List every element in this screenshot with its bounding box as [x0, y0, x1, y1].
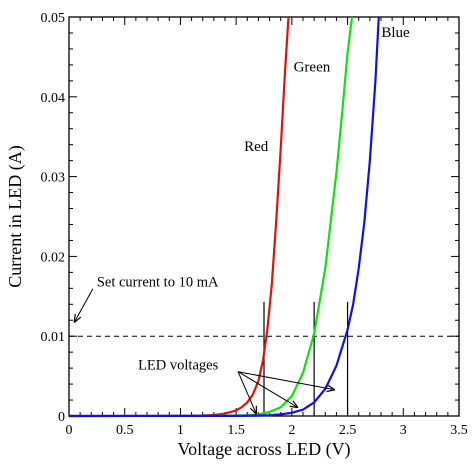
axis-tick-labels: 0 0.5 1 1.5 2 2.5 3 3.5 0 0.01 0.02 0.03 0.04 0.05 [41, 11, 468, 438]
series-line-green [68, 16, 354, 418]
series-layer [68, 16, 380, 418]
series-line-red [68, 16, 290, 418]
x-tick-label: 2 [288, 423, 295, 438]
annotation-led-voltages: LED voltages [138, 358, 218, 374]
x-tick-label: 0.5 [116, 423, 134, 438]
y-tick-label: 0.05 [41, 11, 66, 26]
x-tick-label: 1.5 [227, 423, 245, 438]
annotation-arrow [75, 288, 94, 322]
series-label-blue: Blue [381, 25, 410, 41]
x-tick-label: 2.5 [339, 423, 357, 438]
x-tick-label: 1 [177, 423, 184, 438]
y-tick-label: 0 [58, 410, 65, 425]
annotation-set-current: Set current to 10 mA [97, 275, 219, 291]
series-label-red: Red [244, 139, 269, 155]
x-tick-label: 3 [400, 423, 407, 438]
series-label-green: Green [294, 59, 331, 75]
y-axis-title: Current in LED (A) [5, 145, 26, 287]
x-tick-label: 0 [66, 423, 73, 438]
annotation-arrow [237, 371, 256, 414]
annotations-layer: Set current to 10 mA LED voltages Red Green… [75, 25, 410, 414]
x-axis-title: Voltage across LED (V) [177, 439, 350, 460]
marker-lines-layer [263, 301, 349, 416]
x-tick-label: 3.5 [450, 423, 468, 438]
y-tick-label: 0.03 [41, 171, 66, 186]
y-tick-label: 0.04 [41, 91, 66, 106]
series-line-blue [68, 16, 380, 418]
annotation-arrow [237, 371, 297, 408]
annotation-arrow [237, 371, 334, 390]
y-tick-label: 0.02 [41, 250, 66, 265]
y-tick-label: 0.01 [41, 330, 66, 345]
